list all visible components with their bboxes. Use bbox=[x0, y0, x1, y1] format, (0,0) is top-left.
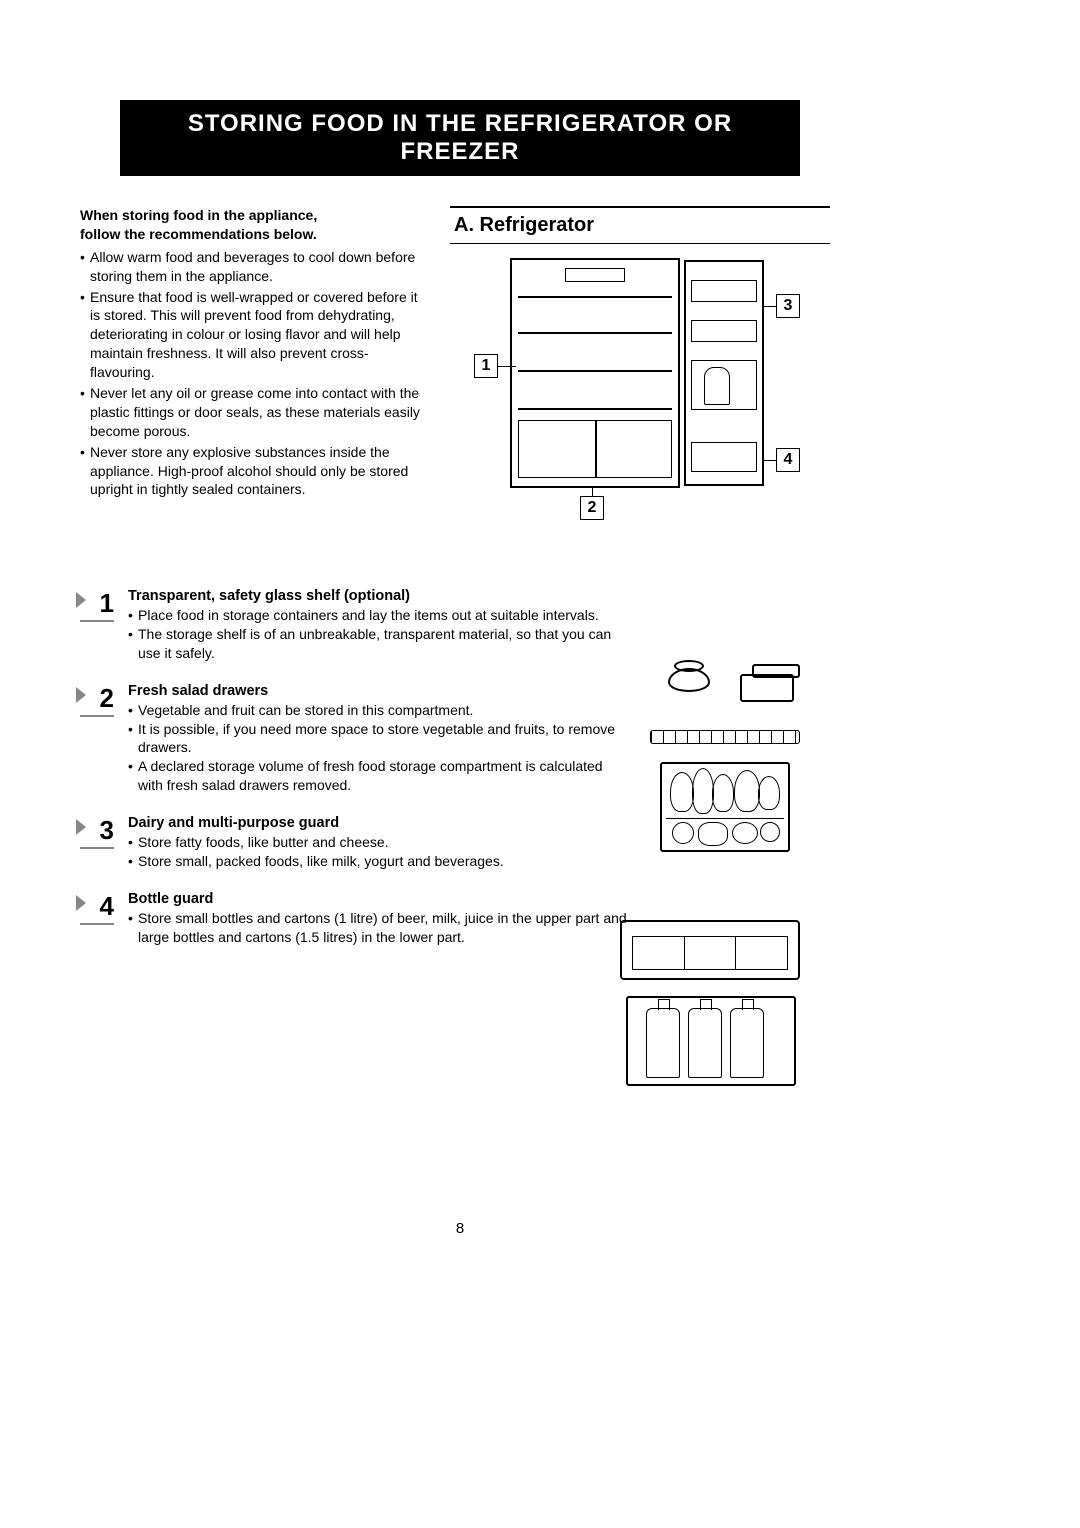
item-title: Transparent, safety glass shelf (optiona… bbox=[128, 588, 628, 604]
shelf-drawer-illustration bbox=[650, 660, 800, 870]
item-1: 1 Transparent, safety glass shelf (optio… bbox=[80, 588, 840, 663]
callout-1: 1 bbox=[474, 354, 498, 378]
glass-shelf-icon bbox=[650, 730, 800, 744]
callout-3: 3 bbox=[776, 294, 800, 318]
food-containers-icon bbox=[650, 660, 800, 720]
intro-bullet: Never let any oil or grease come into co… bbox=[80, 384, 420, 441]
item-bullet: It is possible, if you need more space t… bbox=[128, 720, 628, 758]
intro-bullet-list: Allow warm food and beverages to cool do… bbox=[80, 248, 420, 500]
callout-2: 2 bbox=[580, 496, 604, 520]
intro-bullet: Never store any explosive substances ins… bbox=[80, 443, 420, 500]
intro-left: When storing food in the appliance, foll… bbox=[80, 206, 420, 518]
item-bullet: Store small, packed foods, like milk, yo… bbox=[128, 852, 628, 871]
item-title: Fresh salad drawers bbox=[128, 683, 628, 699]
door-guards-illustration bbox=[620, 920, 800, 1090]
section-a-heading: A. Refrigerator bbox=[450, 206, 830, 244]
refrigerator-diagram: 1 2 3 4 bbox=[470, 258, 810, 518]
item-bullet: Vegetable and fruit can be stored in thi… bbox=[128, 701, 628, 720]
intro-bullet: Allow warm food and beverages to cool do… bbox=[80, 248, 420, 286]
item-number: 1 bbox=[80, 588, 114, 622]
item-number: 2 bbox=[80, 683, 114, 717]
item-bullet: A declared storage volume of fresh food … bbox=[128, 757, 628, 795]
item-bullet: Store small bottles and cartons (1 litre… bbox=[128, 909, 628, 947]
item-title: Dairy and multi-purpose guard bbox=[128, 815, 628, 831]
page-title-bar: STORING FOOD IN THE REFRIGERATOR OR FREE… bbox=[120, 100, 800, 176]
salad-drawer-icon bbox=[660, 762, 790, 852]
item-number: 3 bbox=[80, 815, 114, 849]
fridge-body-icon bbox=[510, 258, 680, 488]
intro-heading: When storing food in the appliance, foll… bbox=[80, 206, 420, 244]
intro-bullet: Ensure that food is well-wrapped or cove… bbox=[80, 288, 420, 382]
page-number: 8 bbox=[80, 1220, 840, 1237]
intro-columns: When storing food in the appliance, foll… bbox=[80, 206, 840, 518]
intro-heading-line-2: follow the recommendations below. bbox=[80, 226, 317, 242]
dairy-guard-icon bbox=[620, 920, 800, 980]
fridge-door-icon bbox=[684, 260, 764, 486]
intro-right: A. Refrigerator bbox=[450, 206, 830, 518]
item-number: 4 bbox=[80, 891, 114, 925]
item-title: Bottle guard bbox=[128, 891, 628, 907]
item-bullet: Store fatty foods, like butter and chees… bbox=[128, 833, 628, 852]
item-bullet: The storage shelf is of an unbreakable, … bbox=[128, 625, 628, 663]
intro-heading-line-1: When storing food in the appliance, bbox=[80, 207, 317, 223]
bottle-guard-icon bbox=[626, 996, 796, 1086]
item-bullet: Place food in storage containers and lay… bbox=[128, 606, 628, 625]
callout-4: 4 bbox=[776, 448, 800, 472]
